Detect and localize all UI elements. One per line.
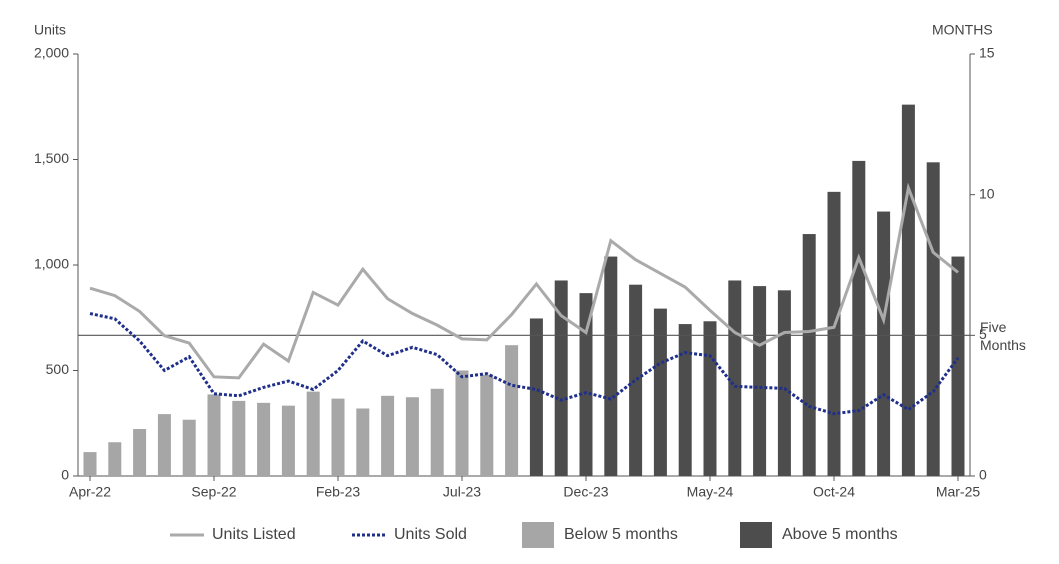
line-series [89, 182, 959, 380]
bar [505, 345, 519, 476]
y2-tick-label: 10 [979, 185, 995, 201]
bar [281, 405, 295, 476]
bar [529, 318, 543, 476]
y-tick-label: 1,000 [34, 256, 69, 272]
bar [554, 280, 568, 476]
x-tick-label: Sep-22 [191, 484, 236, 500]
bar [579, 293, 593, 476]
bar [331, 398, 345, 476]
bar [83, 452, 97, 476]
bar [877, 211, 891, 476]
bar [182, 419, 196, 476]
bar [802, 234, 816, 476]
legend-label: Units Listed [212, 526, 296, 543]
bar [753, 286, 767, 476]
bar [430, 388, 444, 476]
x-tick-label: Oct-24 [813, 484, 855, 500]
bar [951, 256, 965, 476]
x-tick-label: Dec-23 [563, 484, 608, 500]
bar [728, 280, 742, 476]
bar [381, 395, 395, 476]
y2-tick-label: 0 [979, 467, 987, 483]
bar [157, 414, 171, 476]
y-tick-label: 0 [61, 467, 69, 483]
line-series [89, 312, 960, 416]
legend-label: Units Sold [394, 526, 467, 543]
bar [455, 370, 469, 476]
y-tick-label: 1,500 [34, 150, 69, 166]
legend-label: Above 5 months [782, 526, 898, 543]
bar [257, 402, 271, 476]
bar [777, 290, 791, 476]
bar [852, 160, 866, 476]
bar [901, 104, 915, 476]
x-tick-label: Mar-25 [936, 484, 981, 500]
x-tick-label: May-24 [687, 484, 734, 500]
bar [480, 374, 494, 476]
bar [926, 162, 940, 476]
bar [827, 191, 841, 476]
bar [405, 397, 419, 476]
annotation: Five Months [980, 319, 1026, 353]
x-tick-label: Apr-22 [69, 484, 111, 500]
y2-tick-label: 5 [979, 326, 987, 342]
y2-tick-label: 15 [979, 45, 995, 61]
legend-swatch [740, 522, 772, 548]
x-tick-label: Feb-23 [316, 484, 361, 500]
y-tick-label: 500 [46, 361, 70, 377]
bar [207, 394, 221, 476]
bar [678, 324, 692, 476]
legend-swatch [522, 522, 554, 548]
legend-label: Below 5 months [564, 526, 678, 543]
y-axis-label: Units [34, 22, 66, 38]
bar [232, 400, 246, 476]
bar [653, 308, 667, 476]
bar [306, 391, 320, 476]
bar [133, 429, 147, 476]
bar [356, 408, 370, 476]
bar [629, 284, 643, 476]
bar [703, 321, 717, 476]
bar [108, 442, 122, 476]
x-tick-label: Jul-23 [443, 484, 481, 500]
y-tick-label: 2,000 [34, 45, 69, 61]
y2-axis-label: MONTHS [932, 22, 993, 38]
bar [604, 256, 618, 476]
